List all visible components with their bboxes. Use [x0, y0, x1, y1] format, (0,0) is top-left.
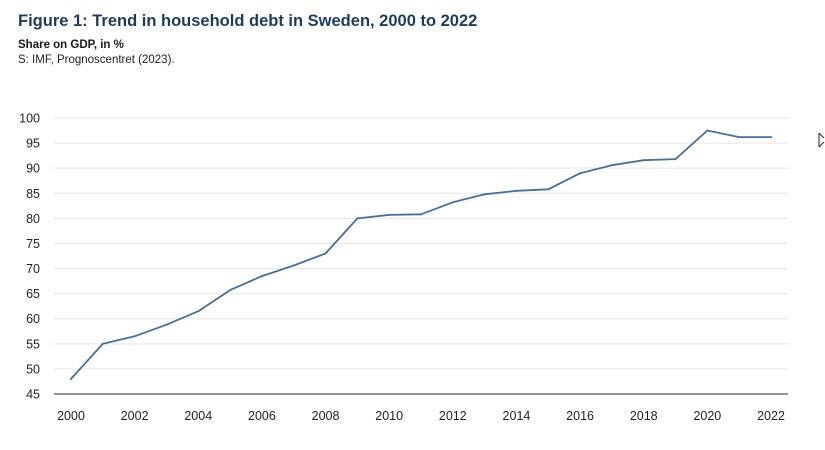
- x-tick-label: 2000: [57, 409, 85, 423]
- x-tick-label: 2006: [248, 409, 276, 423]
- chart-subtitle: Share on GDP, in %: [18, 39, 124, 51]
- data-point: [483, 193, 486, 196]
- x-tick-label: 2018: [630, 409, 658, 423]
- y-tick-label: 75: [26, 237, 40, 251]
- data-point: [70, 377, 72, 380]
- data-point: [610, 164, 613, 167]
- data-point: [642, 159, 645, 162]
- x-tick-label: 2022: [757, 409, 785, 423]
- y-tick-label: 60: [26, 312, 40, 326]
- series-layer: [70, 129, 772, 380]
- data-point: [738, 136, 741, 139]
- data-point: [324, 252, 327, 255]
- data-point: [451, 201, 454, 204]
- data-point: [515, 189, 518, 192]
- y-tick-label: 50: [26, 362, 40, 376]
- data-point: [706, 129, 709, 132]
- data-point: [356, 217, 359, 220]
- x-tick-label: 2020: [693, 409, 721, 423]
- data-point: [579, 172, 582, 175]
- x-tick-label: 2012: [439, 409, 467, 423]
- data-point: [165, 323, 168, 326]
- y-axis-tick-labels: 45 50 55 60 65 70 75 80 85 90 95 100: [19, 112, 40, 402]
- data-point: [197, 310, 200, 313]
- text-cursor-icon: [818, 132, 825, 148]
- y-tick-label: 55: [26, 337, 40, 351]
- x-tick-label: 2008: [312, 409, 340, 423]
- data-point: [229, 289, 232, 292]
- data-point: [292, 264, 295, 267]
- data-point: [770, 136, 772, 139]
- chart-source: S: IMF, Prognoscentret (2023).: [18, 54, 175, 66]
- data-point: [388, 213, 391, 216]
- y-tick-label: 70: [26, 262, 40, 276]
- y-tick-label: 80: [26, 212, 40, 226]
- data-point: [674, 158, 677, 161]
- x-tick-label: 2016: [566, 409, 594, 423]
- data-point: [133, 335, 136, 338]
- grid-lines: [54, 117, 788, 370]
- y-tick-label: 85: [26, 187, 40, 201]
- x-axis-tick-labels: 2000 2002 2004 2006 2008 2010 2012 2014 2016 2018…: [57, 409, 785, 423]
- y-tick-label: 95: [26, 137, 40, 151]
- x-tick-label: 2010: [375, 409, 403, 423]
- data-point: [260, 275, 263, 278]
- y-tick-label: 65: [26, 287, 40, 301]
- y-tick-label: 100: [19, 112, 40, 126]
- x-tick-label: 2002: [121, 409, 149, 423]
- x-tick-label: 2014: [503, 409, 531, 423]
- data-point: [420, 213, 422, 216]
- chart-title: Figure 1: Trend in household debt in Swe…: [18, 12, 478, 30]
- data-point: [101, 342, 104, 345]
- y-tick-label: 45: [26, 388, 40, 402]
- data-point: [547, 188, 550, 191]
- x-tick-label: 2004: [184, 409, 212, 423]
- y-tick-label: 90: [26, 162, 40, 176]
